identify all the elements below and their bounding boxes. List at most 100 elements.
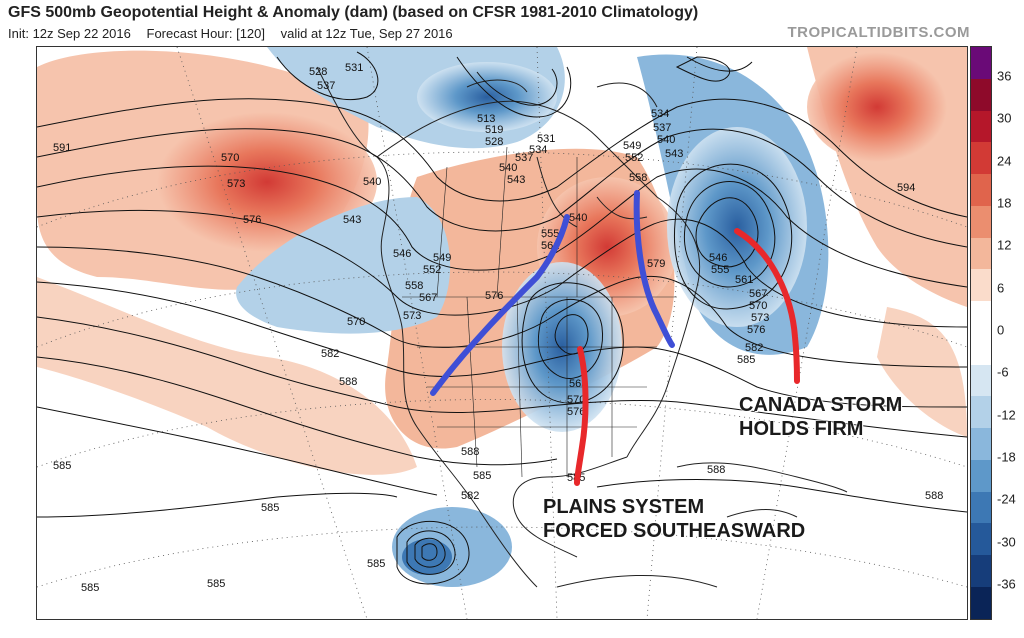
contour-label: 540 — [657, 134, 675, 146]
contour-label: 528 — [309, 66, 327, 78]
anomaly-colorbar — [970, 46, 992, 620]
contour-label: 570 — [567, 394, 585, 406]
anomaly-cold-canada-core — [667, 127, 807, 327]
map-panel: 528 531 537 513 519 528 531 534 537 540 … — [36, 46, 968, 620]
contour-label: 585 — [207, 578, 225, 590]
colorbar-segment — [971, 269, 991, 302]
colorbar-segment — [971, 47, 991, 79]
colorbar-tick-label: -24 — [997, 491, 1016, 507]
contour-label: 573 — [227, 178, 245, 190]
contour-labels: 528 531 537 513 519 528 531 534 537 540 … — [53, 62, 943, 594]
map-subtitle: Init: 12z Sep 22 2016 Forecast Hour: [12… — [8, 26, 465, 41]
source-watermark: TROPICALTIDBITS.COM — [787, 24, 970, 41]
colorbar-tick-label: 36 — [997, 68, 1012, 84]
contour-label: 591 — [53, 142, 71, 154]
colorbar-segment — [971, 555, 991, 588]
contour-label: 570 — [347, 316, 365, 328]
colorbar-tick-label: -18 — [997, 449, 1016, 465]
contour-label: 534 — [529, 144, 547, 156]
contour-label: 576 — [243, 214, 261, 226]
contour-label: 519 — [485, 124, 503, 136]
colorbar-segment — [971, 459, 991, 492]
contour-label: 588 — [339, 376, 357, 388]
contour-label: 558 — [405, 280, 423, 292]
contour-label: 531 — [537, 133, 555, 145]
valid-time: valid at 12z Tue, Sep 27 2016 — [280, 26, 453, 41]
anomaly-cold-westcoast — [236, 197, 451, 334]
colorbar-tick-label: 6 — [997, 280, 1005, 296]
contour-label: 531 — [345, 62, 363, 74]
contour-label: 552 — [423, 264, 441, 276]
contour-label: 537 — [653, 122, 671, 134]
anomaly-warm-atlantic-south — [877, 307, 967, 437]
contour-label: 588 — [925, 490, 943, 502]
contour-label: 576 — [567, 406, 585, 418]
contour-label: 579 — [647, 258, 665, 270]
contour-label: 555 — [541, 228, 559, 240]
ridge-axis-west — [430, 214, 570, 396]
analysis-lines — [430, 190, 800, 486]
colorbar-segment — [971, 523, 991, 556]
contour-label: 537 — [317, 80, 335, 92]
contour-label: 558 — [629, 172, 647, 184]
annotation-line: CANADA STORM — [739, 394, 903, 416]
contour-label: 528 — [485, 136, 503, 148]
contour-label: 576 — [747, 324, 765, 336]
annotation-line: PLAINS SYSTEM — [543, 496, 705, 518]
map-title: GFS 500mb Geopotential Height & Anomaly … — [8, 4, 699, 21]
contour-label: 585 — [367, 558, 385, 570]
ridge-axis-east — [633, 190, 675, 348]
contour-label: 570 — [221, 152, 239, 164]
colorbar-tick-label: -30 — [997, 534, 1016, 550]
colorbar-segment — [971, 301, 991, 333]
contour-label: 543 — [507, 174, 525, 186]
colorbar-segment — [971, 332, 991, 365]
colorbar-segment — [971, 237, 991, 270]
contour-label: 540 — [499, 162, 517, 174]
trough-axis-plains — [574, 346, 589, 486]
contour-label: 540 — [569, 212, 587, 224]
contour-label: 543 — [665, 148, 683, 160]
anomaly-warm-alaska-core — [157, 112, 377, 252]
annotation-line: HOLDS FIRM — [739, 418, 864, 440]
contour-label: 585 — [81, 582, 99, 594]
canada-storm-annotation: CANADA STORM HOLDS FIRM — [739, 393, 902, 441]
contour-label: 567 — [419, 292, 437, 304]
contour-label: 513 — [477, 113, 495, 125]
contour-label: 552 — [625, 152, 643, 164]
colorbar-tick-label: 24 — [997, 153, 1012, 169]
contour-label: 585 — [261, 502, 279, 514]
map-svg: 528 531 537 513 519 528 531 534 537 540 … — [37, 47, 967, 619]
contour-label: 537 — [515, 152, 533, 164]
contour-label: 573 — [751, 312, 769, 324]
trough-axis-canada — [734, 228, 800, 384]
colorbar-tick-label: -6 — [997, 364, 1009, 380]
colorbar-segment — [971, 587, 991, 619]
contour-label: 585 — [53, 460, 71, 472]
contour-label: 549 — [433, 252, 451, 264]
colorbar-segment — [971, 142, 991, 175]
contour-label: 582 — [461, 490, 479, 502]
anomaly-warm-atlantic-core — [807, 52, 947, 162]
colorbar-tick-label: -36 — [997, 576, 1016, 592]
forecast-hour: Forecast Hour: [120] — [146, 26, 266, 41]
contour-label: 543 — [343, 214, 361, 226]
colorbar-segment — [971, 364, 991, 397]
contour-label: 573 — [403, 310, 421, 322]
contour-label: 555 — [711, 264, 729, 276]
colorbar-tick-label: 0 — [997, 322, 1005, 338]
contour-label: 561 — [735, 274, 753, 286]
contour-label: 570 — [749, 300, 767, 312]
colorbar-segment — [971, 491, 991, 524]
contour-label: 540 — [363, 176, 381, 188]
contour-label: 549 — [623, 140, 641, 152]
annotation-line: FORCED SOUTHEASWARD — [543, 520, 806, 542]
contour-label: 567 — [749, 288, 767, 300]
anomaly-warm-pacific — [37, 277, 417, 475]
height-contours — [37, 51, 967, 585]
contour-label: 588 — [461, 446, 479, 458]
init-time: Init: 12z Sep 22 2016 — [8, 26, 131, 41]
colorbar-segment — [971, 174, 991, 206]
colorbar-tick-label: -12 — [997, 407, 1016, 423]
